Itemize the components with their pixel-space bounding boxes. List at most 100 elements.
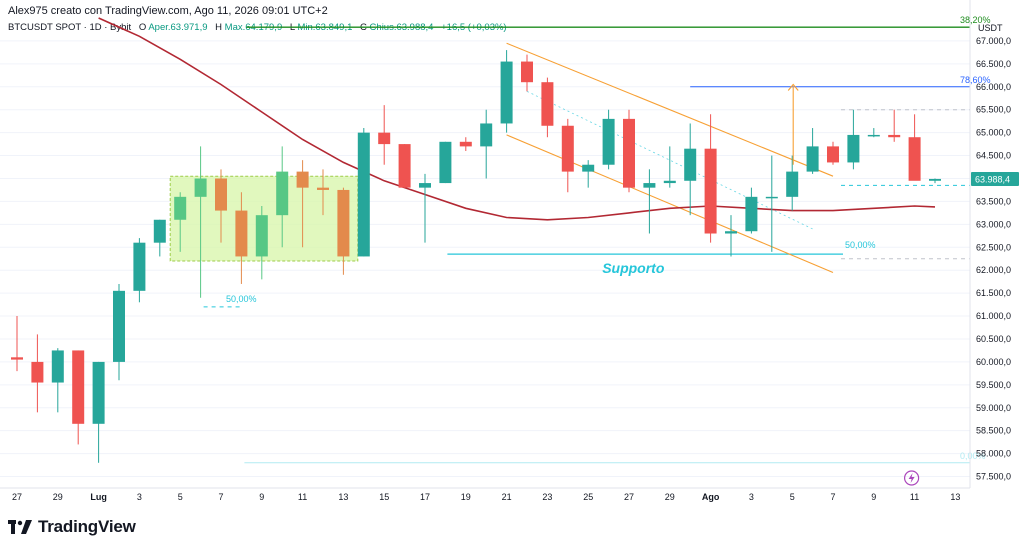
candle[interactable] bbox=[72, 350, 85, 445]
candle-body bbox=[51, 350, 64, 383]
candle[interactable] bbox=[663, 146, 676, 188]
date-tick-label: 3 bbox=[137, 492, 142, 502]
candle[interactable] bbox=[419, 173, 431, 243]
date-tick-label: 7 bbox=[218, 492, 223, 502]
candle-body bbox=[602, 118, 615, 165]
date-tick-label: 11 bbox=[910, 492, 919, 502]
symbol-label[interactable]: BTCUSDT SPOT · 1D · Bybit bbox=[8, 22, 132, 33]
candle[interactable] bbox=[276, 146, 289, 248]
candle-body bbox=[92, 361, 105, 424]
candle-body bbox=[235, 210, 248, 257]
candle[interactable] bbox=[133, 238, 146, 303]
candle[interactable] bbox=[459, 137, 472, 151]
date-tick-label: 29 bbox=[665, 492, 675, 502]
candle[interactable] bbox=[317, 169, 329, 216]
candle-body bbox=[704, 148, 717, 234]
price-tick-label: 62.000,0 bbox=[976, 265, 1011, 275]
fib-box-label: 50,00% bbox=[226, 294, 257, 304]
date-tick-label: Ago bbox=[702, 492, 720, 502]
date-tick-label: 15 bbox=[379, 492, 389, 502]
candle-body bbox=[888, 134, 901, 138]
tradingview-logo[interactable]: TradingView bbox=[8, 516, 136, 538]
candle[interactable] bbox=[337, 187, 350, 275]
candle-body bbox=[296, 171, 309, 188]
candle[interactable] bbox=[908, 114, 921, 181]
price-tick-label: 62.500,0 bbox=[976, 242, 1011, 252]
candle[interactable] bbox=[500, 50, 513, 133]
candle[interactable] bbox=[929, 178, 941, 184]
candle[interactable] bbox=[745, 187, 758, 234]
target-arrow-head bbox=[787, 83, 799, 91]
candle-body bbox=[643, 183, 656, 188]
candle[interactable] bbox=[31, 334, 44, 413]
date-tick-label: 5 bbox=[178, 492, 183, 502]
candle[interactable] bbox=[643, 169, 656, 234]
candle-body bbox=[174, 196, 187, 220]
candle[interactable] bbox=[215, 169, 227, 243]
candle-body bbox=[276, 171, 289, 216]
candle[interactable] bbox=[541, 77, 554, 138]
fib-top-label: 38,20% bbox=[960, 15, 991, 25]
candle-body bbox=[725, 231, 737, 234]
candle[interactable] bbox=[11, 316, 23, 372]
candle[interactable] bbox=[357, 128, 370, 257]
candle[interactable] bbox=[521, 54, 533, 92]
high-label: H bbox=[215, 22, 223, 33]
date-tick-label: Lug bbox=[90, 492, 107, 502]
candle[interactable] bbox=[255, 206, 268, 280]
candle-body bbox=[827, 146, 839, 163]
candle-body bbox=[194, 178, 207, 197]
candle[interactable] bbox=[235, 192, 248, 284]
date-tick-label: 27 bbox=[12, 492, 22, 502]
candle[interactable] bbox=[725, 215, 737, 257]
candle[interactable] bbox=[684, 123, 697, 216]
moving-average-line[interactable] bbox=[98, 17, 936, 221]
price-tick-label: 66.000,0 bbox=[976, 82, 1011, 92]
candle-body bbox=[929, 178, 941, 181]
candle-body bbox=[133, 242, 146, 291]
date-tick-label: 7 bbox=[830, 492, 835, 502]
candle[interactable] bbox=[398, 144, 411, 188]
candle[interactable] bbox=[194, 146, 207, 298]
price-axis-currency: USDT bbox=[978, 23, 1003, 33]
candle-body bbox=[72, 350, 85, 424]
candle[interactable] bbox=[174, 192, 187, 252]
candle[interactable] bbox=[602, 109, 615, 170]
candle-body bbox=[337, 189, 350, 257]
candle[interactable] bbox=[378, 105, 391, 165]
channel-lower-line[interactable] bbox=[506, 134, 834, 273]
candle[interactable] bbox=[439, 141, 452, 184]
channel-upper-line[interactable] bbox=[506, 42, 834, 177]
candle[interactable] bbox=[806, 128, 819, 174]
price-tick-label: 61.000,0 bbox=[976, 311, 1011, 321]
candle[interactable] bbox=[582, 160, 595, 188]
candle[interactable] bbox=[827, 141, 839, 165]
candle[interactable] bbox=[786, 155, 799, 211]
date-tick-label: 13 bbox=[950, 492, 960, 502]
candle[interactable] bbox=[888, 109, 901, 142]
lightning-icon[interactable] bbox=[903, 470, 920, 486]
last-price-badge bbox=[971, 172, 1019, 187]
support-label: Supporto bbox=[602, 260, 665, 276]
candle[interactable] bbox=[296, 160, 309, 248]
price-tick-label: 60.500,0 bbox=[976, 334, 1011, 344]
price-tick-label: 58.000,0 bbox=[976, 449, 1011, 459]
candle[interactable] bbox=[561, 118, 574, 193]
candle[interactable] bbox=[113, 283, 125, 381]
candle-body bbox=[908, 137, 921, 181]
candle[interactable] bbox=[847, 109, 860, 170]
candle-body bbox=[684, 148, 697, 181]
date-tick-label: 29 bbox=[53, 492, 63, 502]
candle[interactable] bbox=[51, 348, 64, 413]
candle[interactable] bbox=[704, 114, 717, 243]
candle[interactable] bbox=[480, 109, 493, 179]
candle[interactable] bbox=[765, 155, 778, 252]
candle[interactable] bbox=[153, 219, 166, 257]
candle[interactable] bbox=[867, 128, 880, 138]
date-tick-label: 23 bbox=[542, 492, 552, 502]
candle[interactable] bbox=[92, 361, 105, 463]
candle-body bbox=[765, 196, 778, 199]
date-tick-label: 27 bbox=[624, 492, 634, 502]
candle[interactable] bbox=[623, 109, 635, 193]
